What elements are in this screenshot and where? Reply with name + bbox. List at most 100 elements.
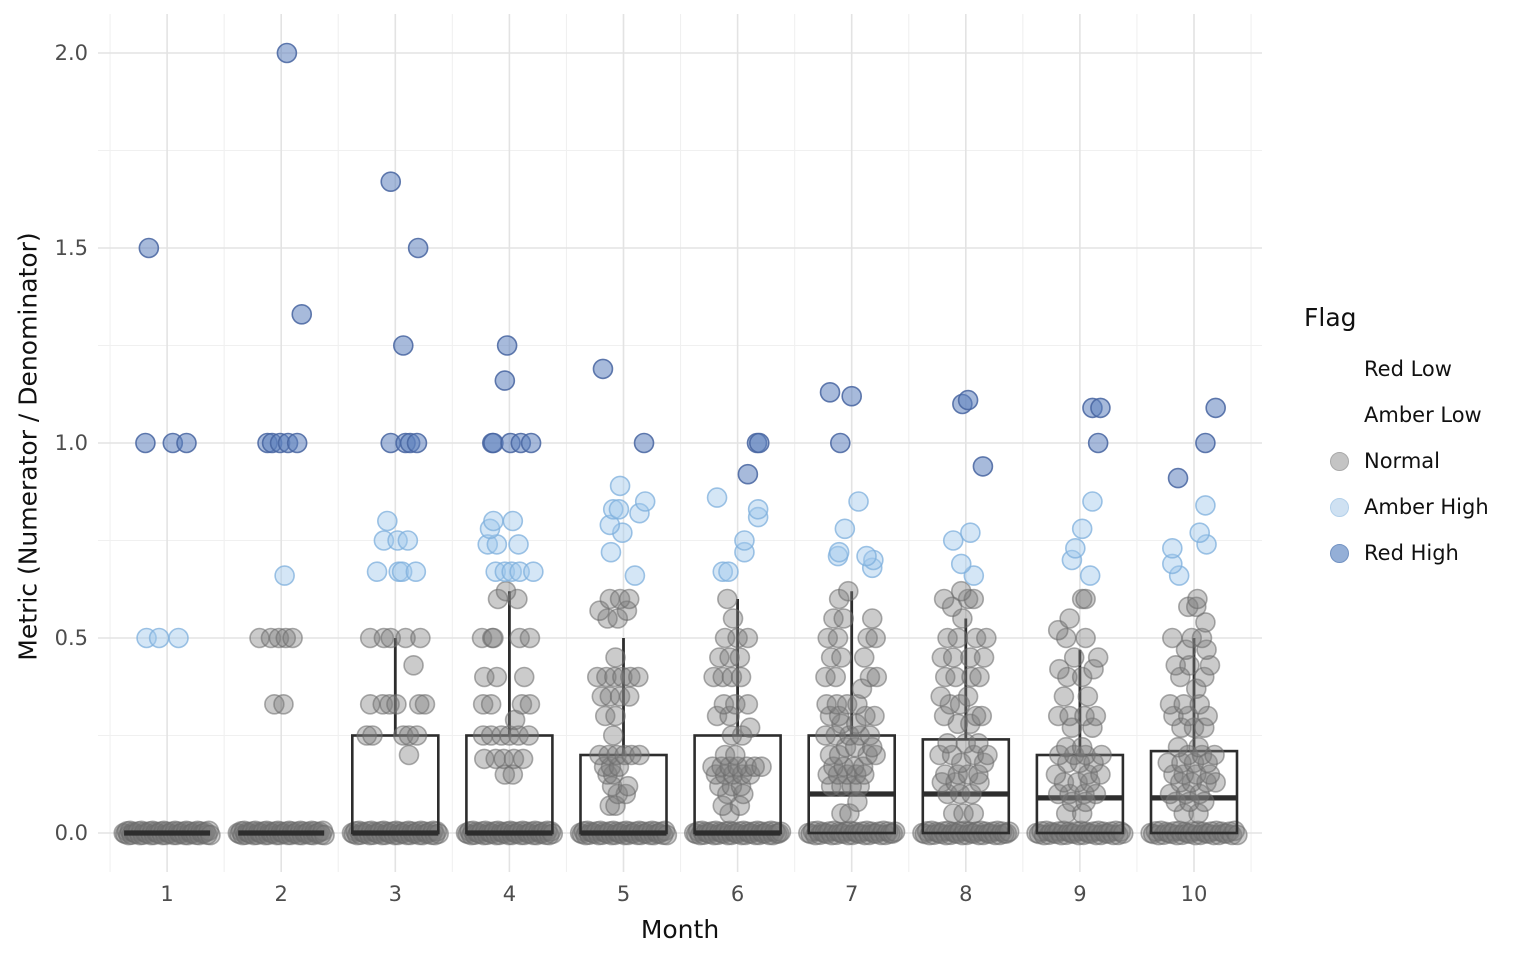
- jitter-point: [828, 541, 850, 563]
- jitter-point: [731, 725, 753, 746]
- jitter-point: [1196, 639, 1217, 661]
- jitter-point: [933, 588, 955, 610]
- jitter-point: [273, 693, 294, 715]
- jitter-point: [1179, 654, 1200, 676]
- jitter-point: [606, 744, 627, 766]
- jitter-point: [1085, 783, 1107, 805]
- x-tick-label: 9: [1073, 882, 1086, 906]
- jitter-point: [1162, 627, 1183, 649]
- jitter-point: [712, 795, 734, 817]
- jitter-point: [1189, 693, 1211, 715]
- jitter-point: [747, 506, 769, 528]
- jitter-point: [1083, 658, 1104, 680]
- jitter-point: [848, 491, 869, 512]
- jitter-point: [1195, 612, 1216, 633]
- jitter-point: [1053, 686, 1075, 707]
- jitter-point: [1071, 736, 1093, 758]
- jitter-point: [501, 561, 522, 583]
- normal-marker-icon: [1330, 451, 1349, 471]
- jitter-point: [831, 713, 852, 735]
- jitter-point: [861, 557, 883, 579]
- jitter-point: [275, 627, 297, 649]
- jitter-point: [629, 744, 650, 766]
- jitter-point: [965, 705, 987, 727]
- x-tick-label: 2: [275, 882, 288, 906]
- jitter-point: [408, 693, 430, 715]
- jitter-point: [282, 627, 303, 649]
- legend-entry-red-high: Red High: [1300, 530, 1536, 576]
- jitter-point: [1059, 705, 1080, 727]
- jitter-point: [592, 358, 614, 380]
- jitter-point: [1162, 537, 1183, 559]
- y-tick-label: 0.0: [55, 821, 88, 845]
- jitter-point: [947, 627, 969, 649]
- jitter-point: [859, 725, 881, 746]
- jitter-point: [1195, 495, 1216, 516]
- red-high-marker-icon: [1330, 543, 1349, 563]
- jitter-point: [1167, 736, 1189, 758]
- jitter-point: [612, 522, 633, 544]
- x-tick-label: 4: [503, 882, 516, 906]
- jitter-point: [512, 748, 534, 770]
- jitter-point: [620, 666, 641, 688]
- jitter-point: [518, 725, 540, 746]
- jitter-point: [1167, 467, 1189, 489]
- jitter-point: [718, 561, 739, 583]
- jitter-point: [1185, 596, 1207, 618]
- jitter-point: [483, 627, 504, 649]
- jitter-point: [933, 705, 955, 727]
- jitter-point: [1090, 397, 1111, 419]
- jitter-point: [844, 736, 866, 758]
- jitter-point: [1059, 608, 1080, 629]
- jitter-point: [1057, 666, 1078, 688]
- jitter-point: [969, 771, 990, 793]
- jitter-point: [356, 725, 378, 746]
- jitter-point: [849, 775, 870, 797]
- jitter-point: [847, 693, 868, 715]
- jitter-point: [633, 432, 655, 454]
- jitter-point: [957, 686, 979, 707]
- jitter-point: [719, 756, 740, 778]
- jitter-point: [717, 588, 738, 610]
- jitter-point: [973, 647, 995, 668]
- x-tick-label: 3: [389, 882, 402, 906]
- jitter-point: [398, 725, 420, 746]
- jitter-point: [739, 717, 761, 739]
- jitter-point: [972, 456, 994, 477]
- jitter-point: [1047, 705, 1069, 727]
- jitter-point: [853, 764, 875, 785]
- jitter-point: [397, 530, 419, 551]
- jitter-point: [605, 647, 626, 668]
- jitter-point: [496, 335, 518, 356]
- jitter-point: [1075, 627, 1096, 649]
- jitter-point: [1049, 658, 1070, 680]
- x-tick-label: 6: [731, 882, 744, 906]
- legend-label: Red Low: [1364, 357, 1452, 381]
- jitter-point: [410, 627, 431, 649]
- jitter-point: [1173, 693, 1195, 715]
- jitter-point: [520, 432, 542, 454]
- jitter-point: [362, 725, 383, 746]
- jitter-point: [957, 588, 979, 610]
- legend-label: Normal: [1364, 449, 1440, 473]
- jitter-point: [950, 580, 972, 602]
- jitter-point: [945, 771, 966, 793]
- amber-low-marker-icon: [1330, 405, 1349, 425]
- jitter-point: [609, 475, 631, 497]
- y-tick-label: 0.5: [55, 626, 88, 650]
- jitter-point: [1091, 744, 1112, 766]
- jitter-point: [494, 764, 516, 785]
- jitter-point: [931, 647, 953, 668]
- jitter-point: [513, 666, 535, 688]
- jitter-point: [713, 693, 735, 715]
- jitter-point: [621, 744, 642, 766]
- jitter-point: [1082, 717, 1103, 739]
- jitter-point: [864, 705, 885, 727]
- jitter-point: [1059, 783, 1080, 805]
- jitter-point: [1185, 678, 1207, 700]
- jitter-point: [831, 647, 852, 668]
- jitter-point: [614, 744, 635, 766]
- jitter-point: [1071, 666, 1093, 688]
